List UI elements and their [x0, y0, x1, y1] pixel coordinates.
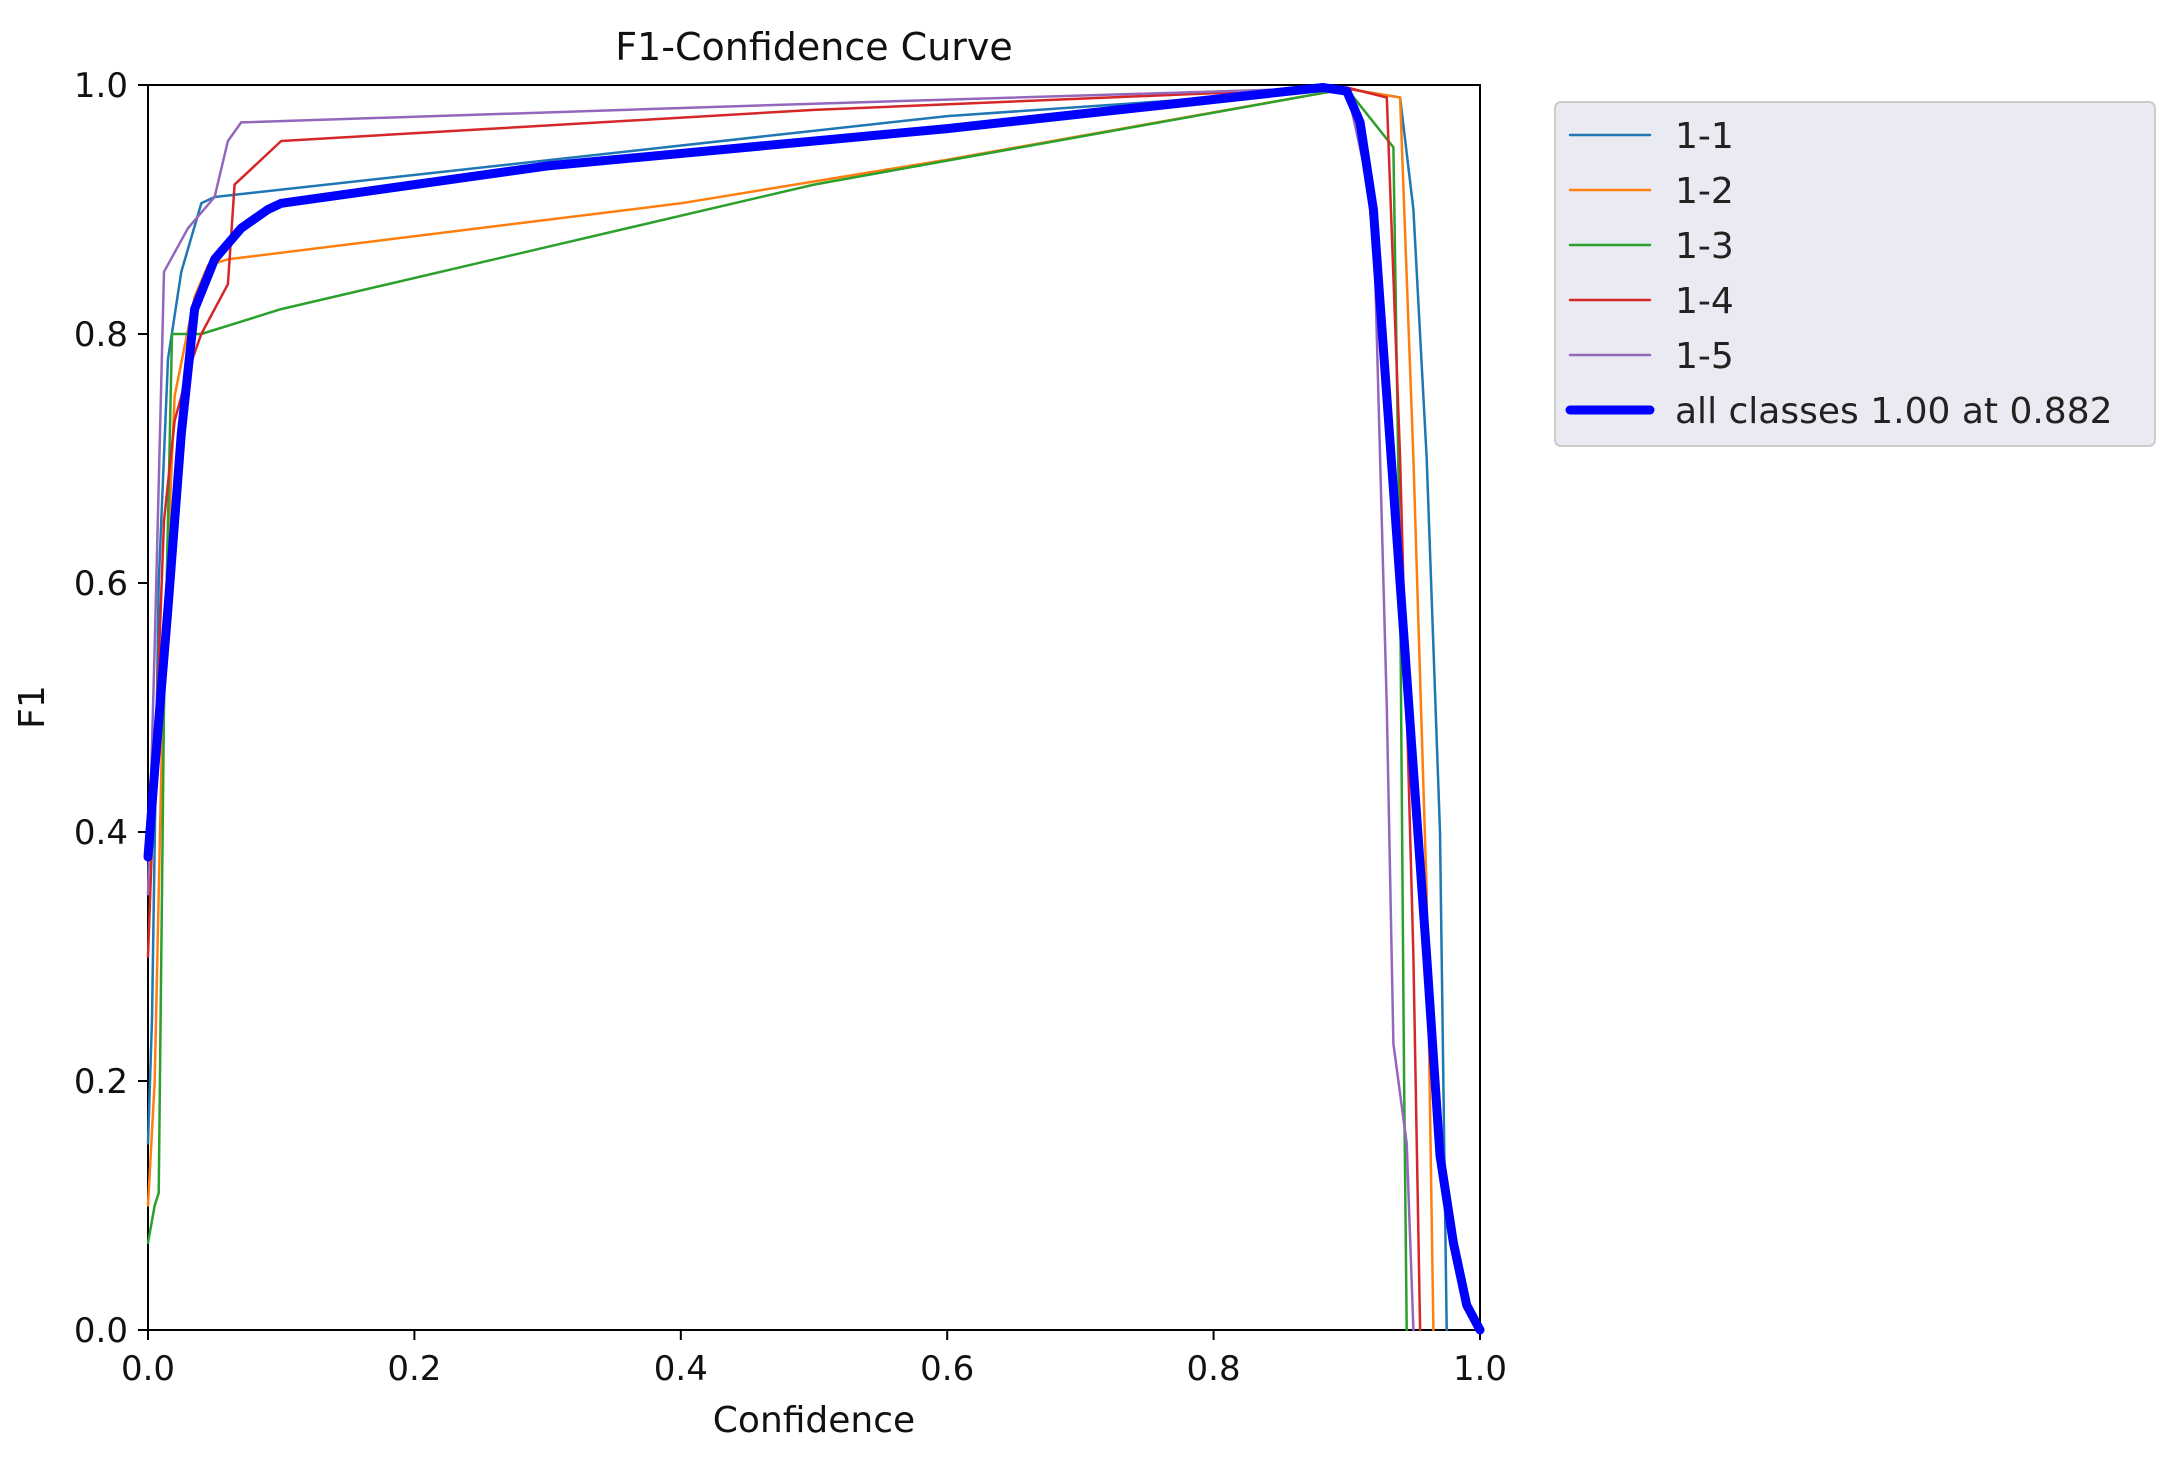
x-tick-label: 1.0	[1453, 1349, 1507, 1389]
legend: 1-1 1-2 1-3 1-4 1-5 all classes 1.00 at 0.882	[1554, 101, 2156, 447]
y-tick-label: 0.6	[74, 564, 128, 604]
legend-entry: 1-2	[1675, 171, 1734, 212]
chart-title: F1-Confidence Curve	[615, 25, 1013, 69]
series-line-1	[146, 87, 1448, 1332]
series-line-5	[146, 86, 1415, 1332]
y-tick-label: 0.0	[74, 1311, 128, 1351]
x-tick-label: 0.8	[1187, 1349, 1241, 1389]
series-line-4	[146, 86, 1422, 1332]
y-tick-label: 0.2	[74, 1062, 128, 1102]
legend-entry: 1-4	[1675, 281, 1734, 322]
plot-area	[147, 84, 1481, 1331]
legend-entry: 1-3	[1675, 226, 1734, 267]
legend-entry: all classes 1.00 at 0.882	[1675, 391, 2113, 432]
legend-box	[1554, 101, 2156, 447]
y-tick-label: 0.8	[74, 315, 128, 355]
x-tick-label: 0.0	[121, 1349, 175, 1389]
y-tick-label: 1.0	[74, 66, 128, 106]
y-axis-ticks: 0.0 0.2 0.4 0.6 0.8 1.0	[74, 66, 148, 1351]
series-lines	[143, 83, 1485, 1335]
series-line-6	[143, 83, 1485, 1335]
x-tick-label: 0.6	[920, 1349, 974, 1389]
x-axis-label: Confidence	[713, 1400, 915, 1441]
y-tick-label: 0.4	[74, 813, 128, 853]
x-axis-ticks: 0.0 0.2 0.4 0.6 0.8 1.0	[121, 1330, 1507, 1389]
y-axis-label: F1	[12, 685, 53, 729]
x-tick-label: 0.2	[387, 1349, 441, 1389]
x-tick-label: 0.4	[654, 1349, 708, 1389]
legend-entry: 1-1	[1675, 116, 1734, 157]
legend-entry: 1-5	[1675, 336, 1734, 377]
